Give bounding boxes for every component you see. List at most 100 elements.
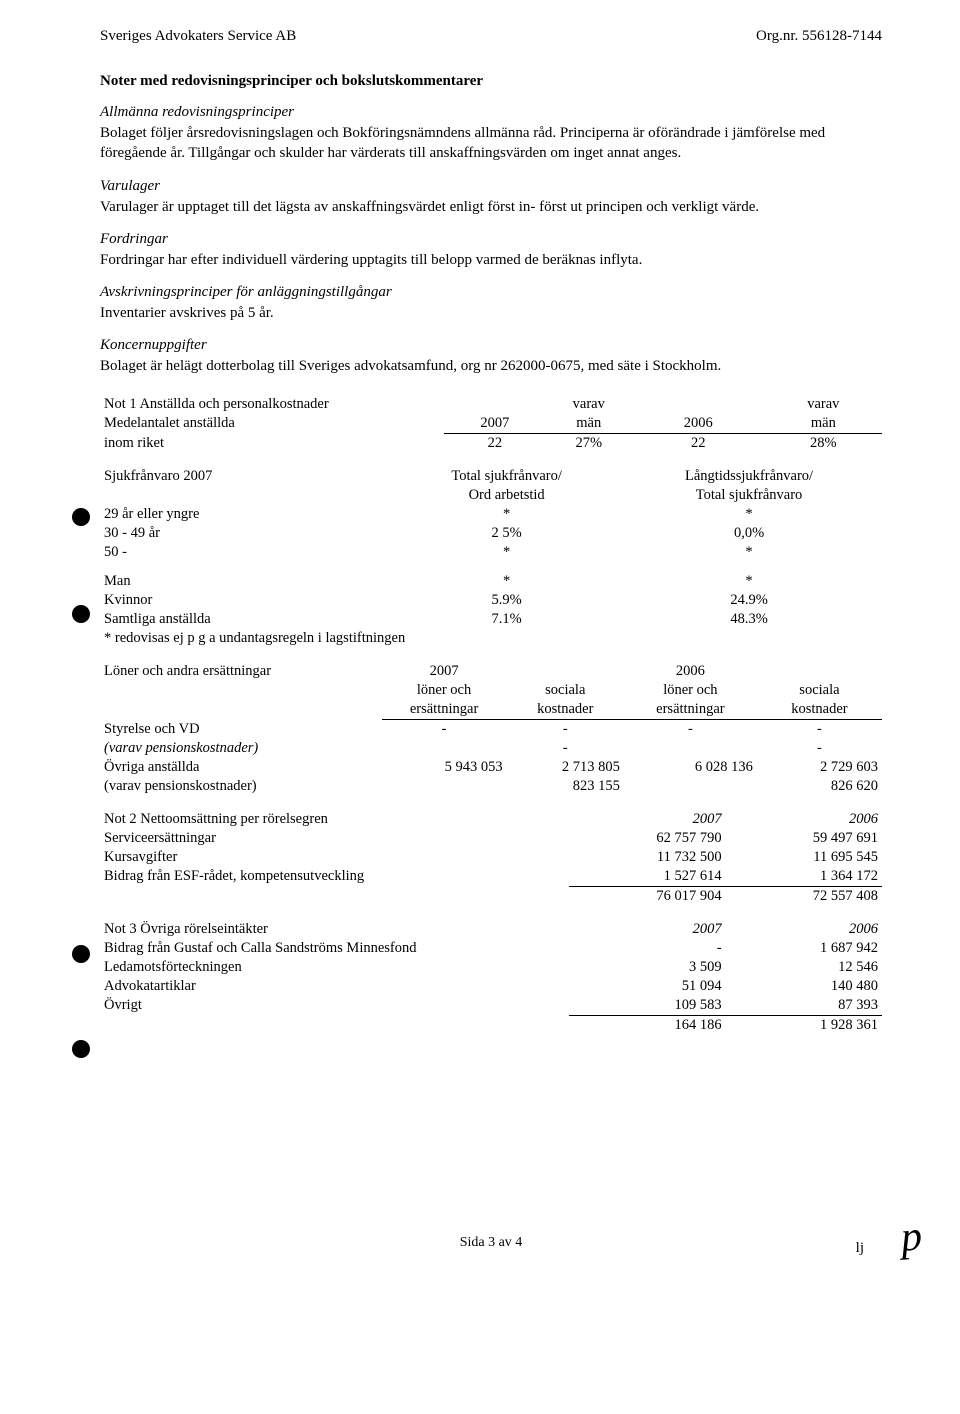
loner-h: kostnader bbox=[757, 700, 882, 720]
loner-val: 2 729 603 bbox=[757, 758, 882, 777]
not3-val: 87 393 bbox=[726, 996, 882, 1016]
not2-row: Serviceersättningar bbox=[100, 829, 569, 848]
not1-table: Not 1 Anställda och personalkostnader va… bbox=[100, 395, 882, 453]
loner-year2: 2006 bbox=[624, 662, 757, 681]
not2-val: 59 497 691 bbox=[726, 829, 882, 848]
sjuk-val: 5.9% bbox=[397, 591, 616, 610]
not1-year: 2007 bbox=[444, 414, 546, 434]
para5-body: Bolaget är helägt dotterbolag till Sveri… bbox=[100, 356, 882, 376]
loner-h: löner och bbox=[382, 681, 507, 700]
loner-h: ersättningar bbox=[382, 700, 507, 720]
sjuk-val: * bbox=[616, 505, 882, 524]
not1-val: 22 bbox=[444, 433, 546, 453]
not2-sum: 76 017 904 bbox=[569, 886, 725, 906]
not3-row: Övrigt bbox=[100, 996, 569, 1016]
sjuk-title: Sjukfrånvaro 2007 bbox=[100, 467, 397, 486]
sjuk-footnote: * redovisas ej p g a undantagsregeln i l… bbox=[100, 629, 882, 648]
loner-row: Övriga anställda bbox=[100, 758, 382, 777]
sjuk-col2b: Total sjukfrånvaro bbox=[616, 486, 882, 505]
sjuk-table: Sjukfrånvaro 2007 Total sjukfrånvaro/ Lå… bbox=[100, 467, 882, 648]
sjuk-val: * bbox=[397, 543, 616, 562]
sjuk-val: 7.1% bbox=[397, 610, 616, 629]
not2-sum: 72 557 408 bbox=[726, 886, 882, 906]
para2-title: Varulager bbox=[100, 178, 882, 195]
sjuk-val: 0,0% bbox=[616, 524, 882, 543]
loner-val: 823 155 bbox=[507, 777, 624, 796]
not3-val: 12 546 bbox=[726, 958, 882, 977]
company-name: Sveriges Advokaters Service AB bbox=[100, 28, 296, 45]
sjuk-row: Samtliga anställda bbox=[100, 610, 397, 629]
sjuk-val: * bbox=[397, 505, 616, 524]
section-title: Noter med redovisningsprinciper och boks… bbox=[100, 73, 882, 90]
not2-table: Not 2 Nettoomsättning per rörelsegren 20… bbox=[100, 810, 882, 906]
not2-val: 1 364 172 bbox=[726, 867, 882, 887]
not1-man: män bbox=[546, 414, 632, 434]
sjuk-val: 48.3% bbox=[616, 610, 882, 629]
loner-h: ersättningar bbox=[624, 700, 757, 720]
not1-row-label: inom riket bbox=[100, 433, 444, 453]
bullet-icon bbox=[72, 605, 90, 623]
loner-title: Löner och andra ersättningar bbox=[100, 662, 382, 681]
sjuk-col1b: Ord arbetstid bbox=[397, 486, 616, 505]
loner-val: - bbox=[507, 719, 624, 739]
loner-row: (varav pensionskostnader) bbox=[100, 739, 382, 758]
not1-man2: män bbox=[765, 414, 882, 434]
loner-val: 826 620 bbox=[757, 777, 882, 796]
para4-title: Avskrivningsprinciper för anläggningstil… bbox=[100, 284, 882, 301]
not3-val: 51 094 bbox=[569, 977, 725, 996]
org-nr: Org.nr. 556128-7144 bbox=[756, 28, 882, 45]
loner-row: Styrelse och VD bbox=[100, 719, 382, 739]
not3-val: - bbox=[569, 939, 725, 958]
sjuk-val: * bbox=[616, 572, 882, 591]
not2-row: Kursavgifter bbox=[100, 848, 569, 867]
not3-sum: 164 186 bbox=[569, 1015, 725, 1035]
not3-year2: 2006 bbox=[726, 920, 882, 939]
not3-year: 2007 bbox=[569, 920, 725, 939]
not3-title: Not 3 Övriga rörelseintäkter bbox=[100, 920, 569, 939]
not3-val: 140 480 bbox=[726, 977, 882, 996]
para3-body: Fordringar har efter individuell värderi… bbox=[100, 250, 882, 270]
not2-val: 1 527 614 bbox=[569, 867, 725, 887]
sjuk-row: 30 - 49 år bbox=[100, 524, 397, 543]
loner-val: 2 713 805 bbox=[507, 758, 624, 777]
not3-table: Not 3 Övriga rörelseintäkter 2007 2006 B… bbox=[100, 920, 882, 1035]
sjuk-val: 24.9% bbox=[616, 591, 882, 610]
not3-row: Ledamotsförteckningen bbox=[100, 958, 569, 977]
sjuk-row: 50 - bbox=[100, 543, 397, 562]
sjuk-row: Man bbox=[100, 572, 397, 591]
loner-h: sociala bbox=[757, 681, 882, 700]
not3-val: 3 509 bbox=[569, 958, 725, 977]
not2-val: 11 695 545 bbox=[726, 848, 882, 867]
sjuk-row: 29 år eller yngre bbox=[100, 505, 397, 524]
para5-title: Koncernuppgifter bbox=[100, 337, 882, 354]
not2-year2: 2006 bbox=[726, 810, 882, 829]
signature-icon: p bbox=[899, 1212, 923, 1261]
not3-val: 109 583 bbox=[569, 996, 725, 1016]
not3-row: Bidrag från Gustaf och Calla Sandströms … bbox=[100, 939, 569, 958]
loner-row: (varav pensionskostnader) bbox=[100, 777, 382, 796]
para4-body: Inventarier avskrives på 5 år. bbox=[100, 303, 882, 323]
not1-year2: 2006 bbox=[632, 414, 765, 434]
sjuk-col1a: Total sjukfrånvaro/ bbox=[397, 467, 616, 486]
loner-year: 2007 bbox=[382, 662, 507, 681]
loner-val: - bbox=[624, 719, 757, 739]
bullet-icon bbox=[72, 508, 90, 526]
loner-val: - bbox=[757, 719, 882, 739]
sjuk-val: * bbox=[397, 572, 616, 591]
not2-val: 62 757 790 bbox=[569, 829, 725, 848]
loner-val: 5 943 053 bbox=[382, 758, 507, 777]
loner-h: löner och bbox=[624, 681, 757, 700]
not3-row: Advokatartiklar bbox=[100, 977, 569, 996]
loner-h: sociala bbox=[507, 681, 624, 700]
not1-varav: varav bbox=[546, 395, 632, 414]
bullet-icon bbox=[72, 945, 90, 963]
not1-val: 27% bbox=[546, 433, 632, 453]
not3-val: 1 687 942 bbox=[726, 939, 882, 958]
loner-h: kostnader bbox=[507, 700, 624, 720]
not1-varav2: varav bbox=[765, 395, 882, 414]
para3-title: Fordringar bbox=[100, 231, 882, 248]
loner-val: - bbox=[382, 719, 507, 739]
loner-val: 6 028 136 bbox=[624, 758, 757, 777]
loner-val: - bbox=[757, 739, 882, 758]
para1-title: Allmänna redovisningsprinciper bbox=[100, 104, 882, 121]
